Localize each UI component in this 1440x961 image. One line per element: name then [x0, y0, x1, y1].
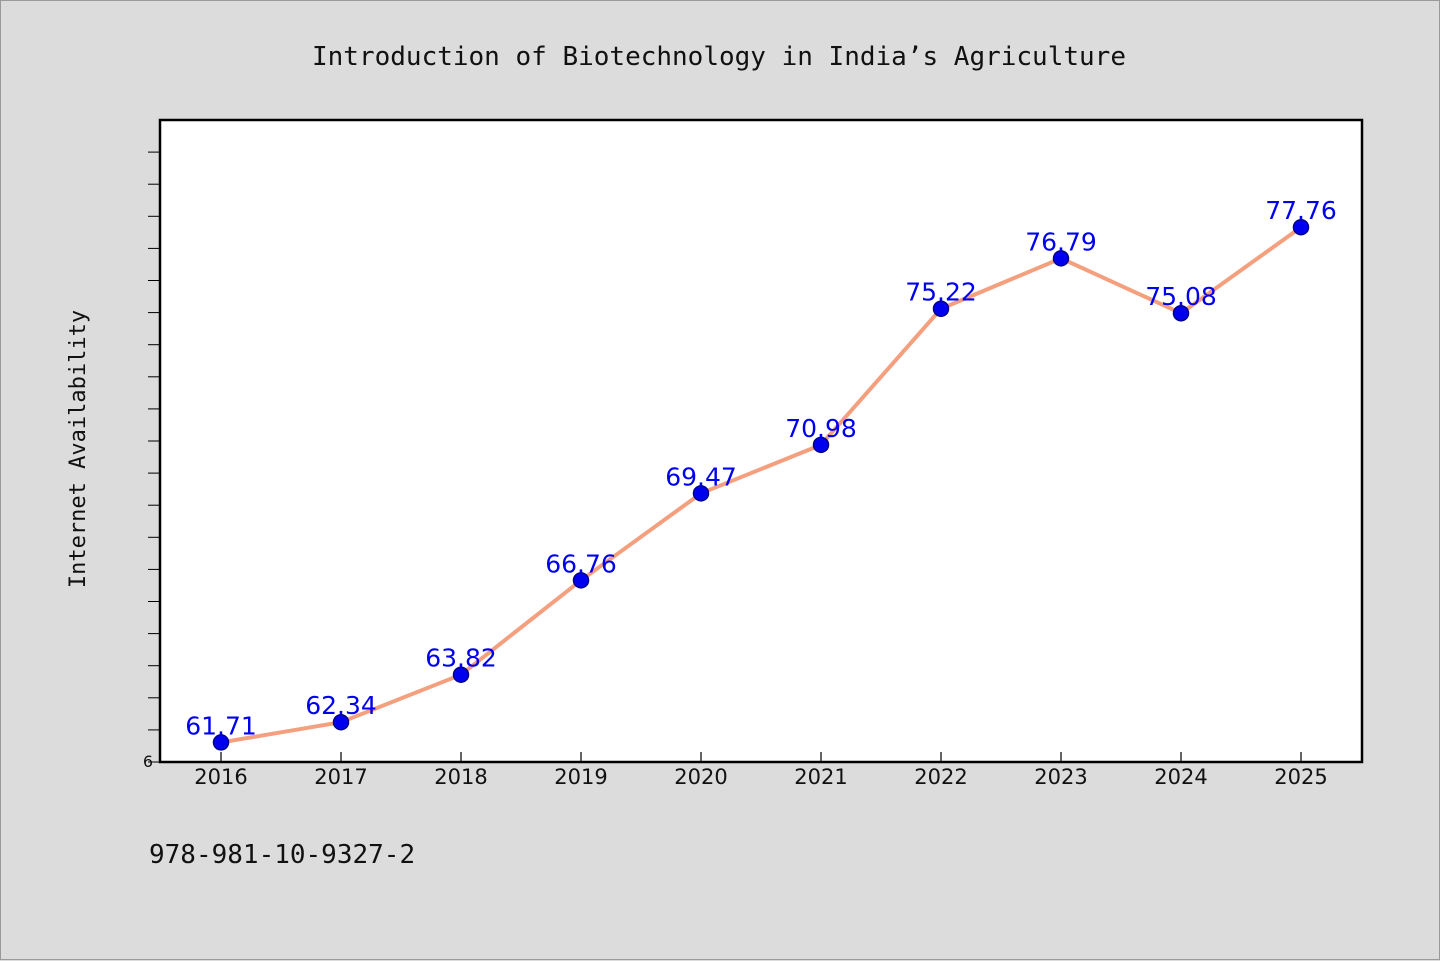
chart-title: Introduction of Biotechnology in India’s… [312, 42, 1126, 72]
data-label: 61.71 [185, 711, 257, 740]
data-label: 62.34 [305, 691, 377, 720]
data-point [572, 572, 590, 589]
plot-area [158, 118, 1364, 764]
series-line [220, 225, 1303, 745]
x-tick-label: 2023 [1034, 765, 1087, 789]
data-point [452, 666, 470, 683]
x-tick-label: 2017 [314, 765, 367, 789]
x-tick-label: 2016 [194, 765, 247, 789]
y-axis-label: Internet Availability [66, 310, 91, 588]
data-point [1292, 218, 1310, 236]
x-tick-label: 2021 [794, 765, 847, 789]
y-tick-label: 6 [143, 752, 153, 771]
data-label: 66.76 [545, 549, 617, 578]
x-tick-label: 2020 [674, 765, 727, 789]
x-axis-ticks: 2016 2017 2018 2019 2020 2021 2022 2023 2024 2025 [194, 752, 1328, 789]
isbn-text: 978-981-10-9327-2 [149, 840, 415, 870]
data-point [212, 734, 230, 751]
data-label: 63.82 [425, 644, 497, 673]
data-label: 69.47 [665, 462, 737, 491]
data-point [692, 485, 710, 502]
data-point [1052, 250, 1070, 267]
x-tick-label: 2019 [554, 765, 607, 789]
data-label: 77.76 [1265, 196, 1337, 225]
data-point [932, 300, 950, 317]
data-point [1172, 304, 1190, 322]
data-label: 76.79 [1025, 227, 1097, 256]
data-labels: 61.71 62.34 63.82 66.76 69.47 70.98 75.22 76.79… [185, 196, 1337, 740]
x-tick-label: 2022 [914, 765, 967, 789]
x-tick-label: 2025 [1274, 765, 1327, 789]
data-label: 75.22 [905, 278, 977, 307]
data-point [332, 713, 350, 731]
x-tick-label: 2024 [1154, 765, 1207, 789]
series-markers [212, 218, 1310, 751]
data-label: 75.08 [1145, 282, 1217, 311]
data-point [812, 436, 830, 454]
x-tick-label: 2018 [434, 765, 487, 789]
y-axis-ticks [148, 151, 160, 763]
data-label: 70.98 [785, 414, 857, 443]
